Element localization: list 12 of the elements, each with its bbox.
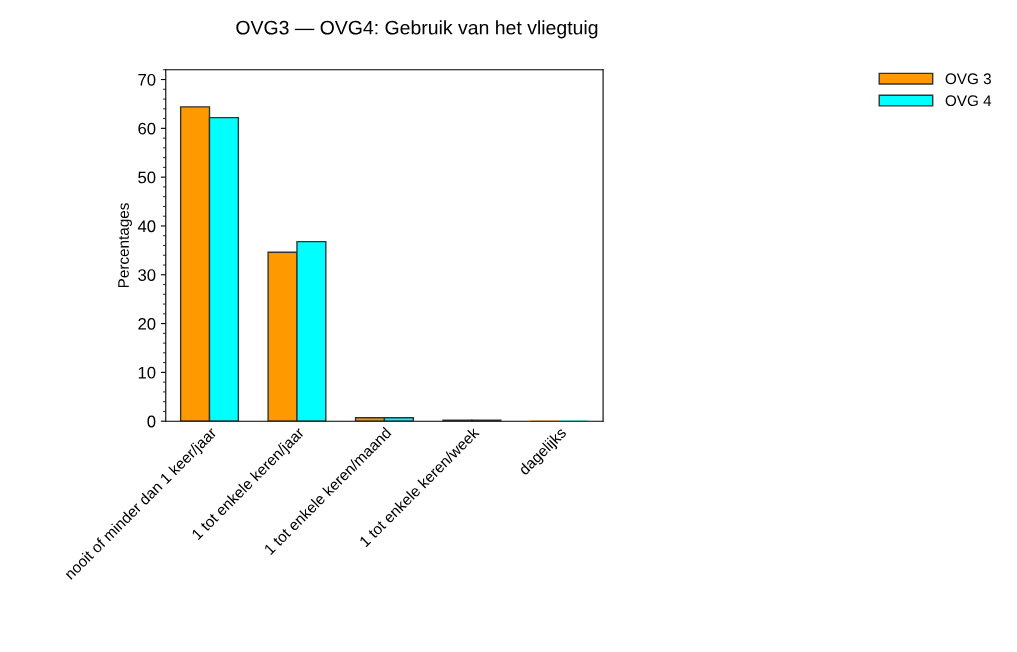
y-tick-label: 20 <box>138 317 156 330</box>
chart-title: OVG3 — OVG4: Gebruik van het vliegtuig <box>236 20 598 39</box>
y-tick-label: 50 <box>138 171 156 184</box>
y-tick-label: 30 <box>138 269 156 281</box>
y-tick-label: 10 <box>138 366 156 379</box>
y-tick-label: 40 <box>137 220 156 233</box>
y-tick-label: 0 <box>147 415 156 428</box>
y-tick-label: 60 <box>138 122 156 135</box>
legend-label: OVG 3 <box>945 73 991 85</box>
y-axis-title: Percentages <box>118 203 132 288</box>
y-tick-label: 70 <box>138 73 156 86</box>
legend-label: OVG 4 <box>945 95 992 107</box>
